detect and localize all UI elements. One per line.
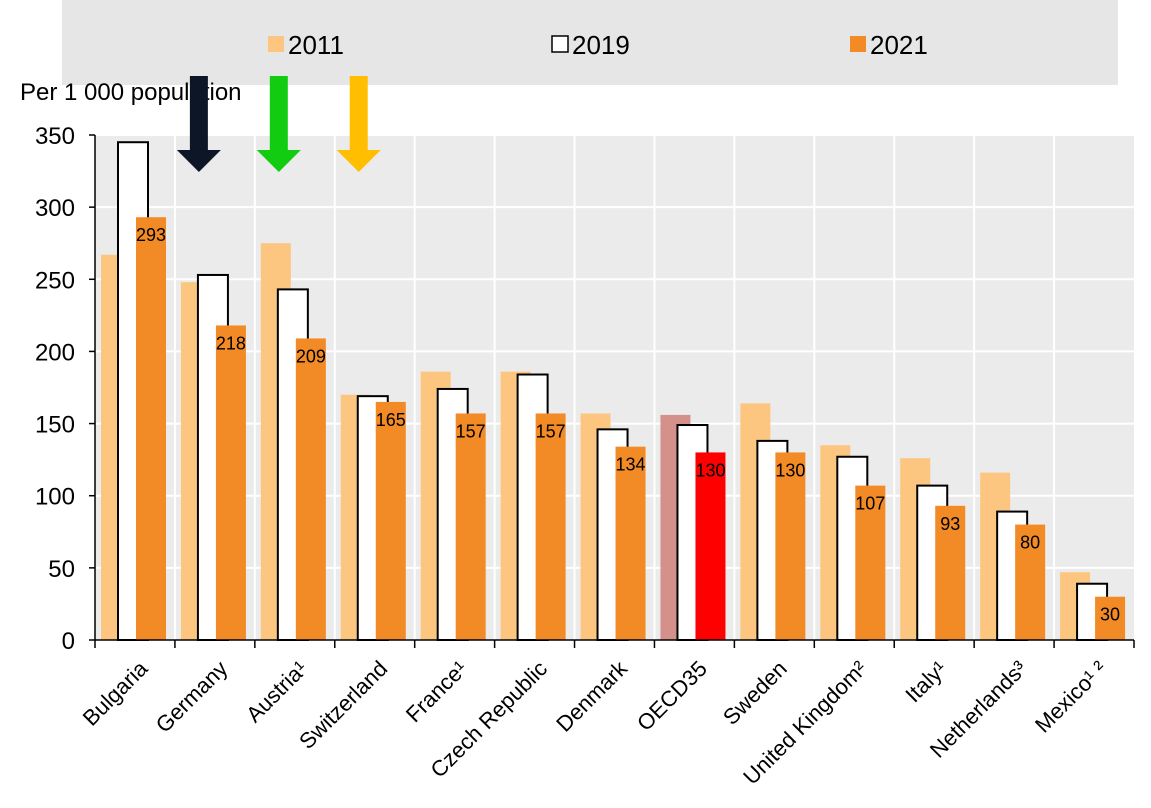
legend-label-2021: 2021	[870, 30, 928, 60]
y-tick-label: 0	[62, 628, 75, 655]
bar-2021-0	[136, 217, 166, 640]
data-label-2021-3: 165	[376, 410, 406, 430]
y-tick-label: 300	[35, 195, 75, 222]
bar-2021-2	[296, 338, 326, 640]
legend-label-2019: 2019	[572, 30, 630, 60]
y-tick-labels: 0 50 100 150 200 250 300 350	[35, 123, 75, 655]
data-label-2021-2: 209	[296, 346, 326, 366]
x-tick-label: Bulgaria	[78, 655, 153, 730]
y-tick-label: 150	[35, 412, 75, 439]
bar-2021-1	[216, 325, 246, 640]
legend-swatch-2011	[268, 36, 284, 52]
y-tick-label: 350	[35, 123, 75, 150]
data-label-2021-0: 293	[136, 225, 166, 245]
legend: 2011 2019 2021	[62, 0, 1118, 85]
data-label-2021-7: 130	[695, 460, 725, 480]
x-tick-label: OECD35	[632, 656, 712, 736]
data-label-2021-6: 134	[616, 455, 646, 475]
x-tick-label: France¹	[401, 656, 472, 727]
legend-swatch-2019	[552, 36, 568, 52]
arrows	[177, 76, 381, 172]
data-label-2021-10: 93	[940, 514, 960, 534]
bar-2021-3	[376, 402, 406, 640]
y-tick-label: 100	[35, 484, 75, 511]
bar-2021-8	[775, 452, 805, 640]
data-label-2021-9: 107	[855, 494, 885, 514]
data-label-2021-8: 130	[775, 460, 805, 480]
x-tick-label: Sweden	[718, 656, 792, 730]
bar-2021-7	[695, 452, 725, 640]
data-label-2021-12: 30	[1100, 605, 1120, 625]
data-label-2021-5: 157	[536, 421, 566, 441]
y-tick-label: 200	[35, 339, 75, 366]
x-tick-label: Italy¹	[900, 656, 951, 707]
x-tick-label: Austria¹	[241, 656, 312, 727]
bar-2021-6	[616, 447, 646, 640]
data-label-2021-1: 218	[216, 333, 246, 353]
data-label-2021-4: 157	[456, 421, 486, 441]
x-tick-label: Germany	[151, 656, 233, 738]
x-tick-label: Denmark	[551, 655, 632, 736]
data-label-2021-11: 80	[1020, 533, 1040, 553]
x-tick-label: Mexico¹ ²	[1030, 656, 1112, 738]
y-tick-label: 250	[35, 267, 75, 294]
bar-2021-5	[536, 413, 566, 640]
y-tick-label: 50	[48, 556, 75, 583]
legend-swatch-2021	[850, 36, 866, 52]
y-axis-unit-label: Per 1 000 population	[20, 79, 242, 106]
legend-label-2011: 2011	[288, 30, 344, 60]
bar-2021-4	[456, 413, 486, 640]
